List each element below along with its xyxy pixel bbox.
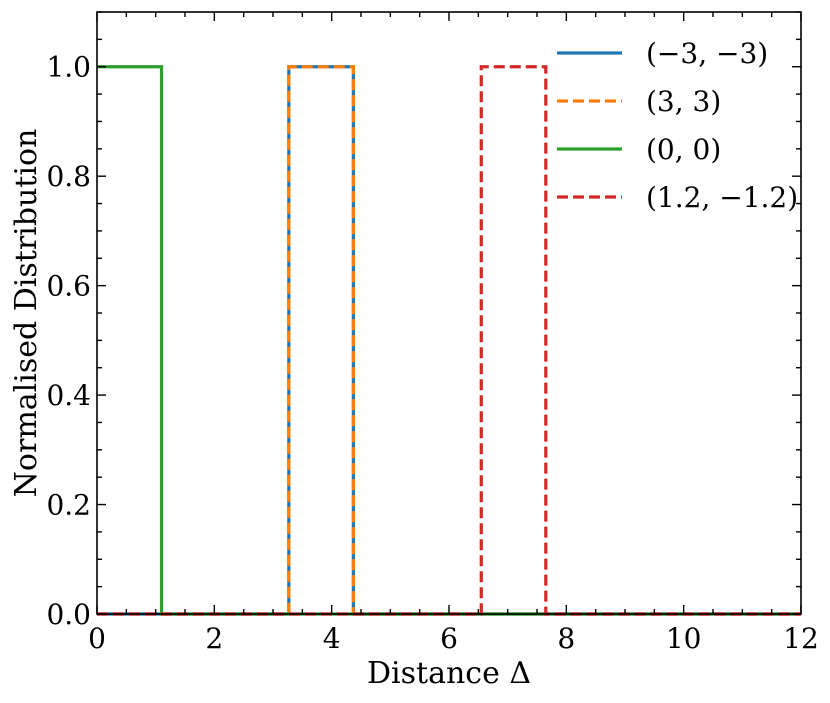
- legend-label-1: (−3, −3): [646, 37, 768, 70]
- x-tick-label: 6: [440, 622, 458, 655]
- y-tick-label: 0.6: [46, 270, 91, 303]
- y-tick-label: 0.4: [46, 379, 91, 412]
- x-tick-label: 12: [783, 622, 819, 655]
- x-tick-label: 2: [205, 622, 223, 655]
- legend: (−3, −3) (3, 3) (0, 0) (1.2, −1.2): [557, 37, 798, 214]
- x-tick-label: 10: [666, 622, 702, 655]
- legend-label-2: (3, 3): [646, 85, 721, 118]
- y-axis-label: Normalised Distribution: [9, 129, 44, 498]
- x-tick-label: 0: [88, 622, 106, 655]
- x-tick-label: 8: [557, 622, 575, 655]
- y-tick-label: 0.8: [46, 160, 91, 193]
- y-tick-label: 0.0: [46, 598, 91, 631]
- y-tick-label: 0.2: [46, 489, 91, 522]
- legend-label-3: (0, 0): [646, 133, 721, 166]
- x-axis-label: Distance Δ: [367, 656, 531, 691]
- y-tick-label: 1.0: [46, 51, 91, 84]
- tick-layer: 0 2 4 6 8 10 12 0.0 0.2 0.4 0.6 0.8 1.0: [46, 11, 819, 655]
- legend-label-4: (1.2, −1.2): [646, 181, 798, 214]
- plot-frame: [96, 11, 802, 615]
- x-tick-label: 4: [323, 622, 341, 655]
